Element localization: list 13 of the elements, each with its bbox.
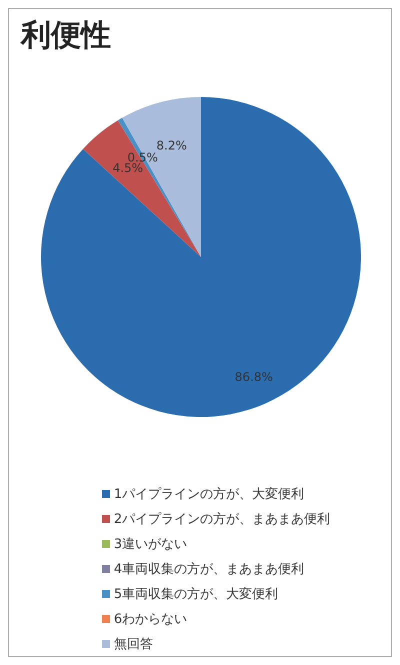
legend-label: 1パイプラインの方が、大変便利 bbox=[114, 487, 304, 502]
legend-label: 無回答 bbox=[114, 637, 153, 652]
pie-slice bbox=[83, 120, 201, 257]
legend-label: 2パイプラインの方が、まあまあ便利 bbox=[114, 512, 330, 527]
legend-label: 4車両収集の方が、まあまあ便利 bbox=[114, 562, 304, 577]
pie-slice bbox=[41, 97, 361, 417]
data-label: 8.2% bbox=[156, 138, 187, 153]
legend-label: 5車両収集の方が、大変便利 bbox=[114, 587, 278, 602]
data-label: 4.5% bbox=[112, 161, 144, 176]
legend-label: 6わからない bbox=[114, 612, 188, 627]
chart-title: 利便性 bbox=[19, 17, 112, 55]
data-label: 86.8% bbox=[234, 370, 273, 384]
legend-label: 3違いがない bbox=[114, 537, 188, 552]
